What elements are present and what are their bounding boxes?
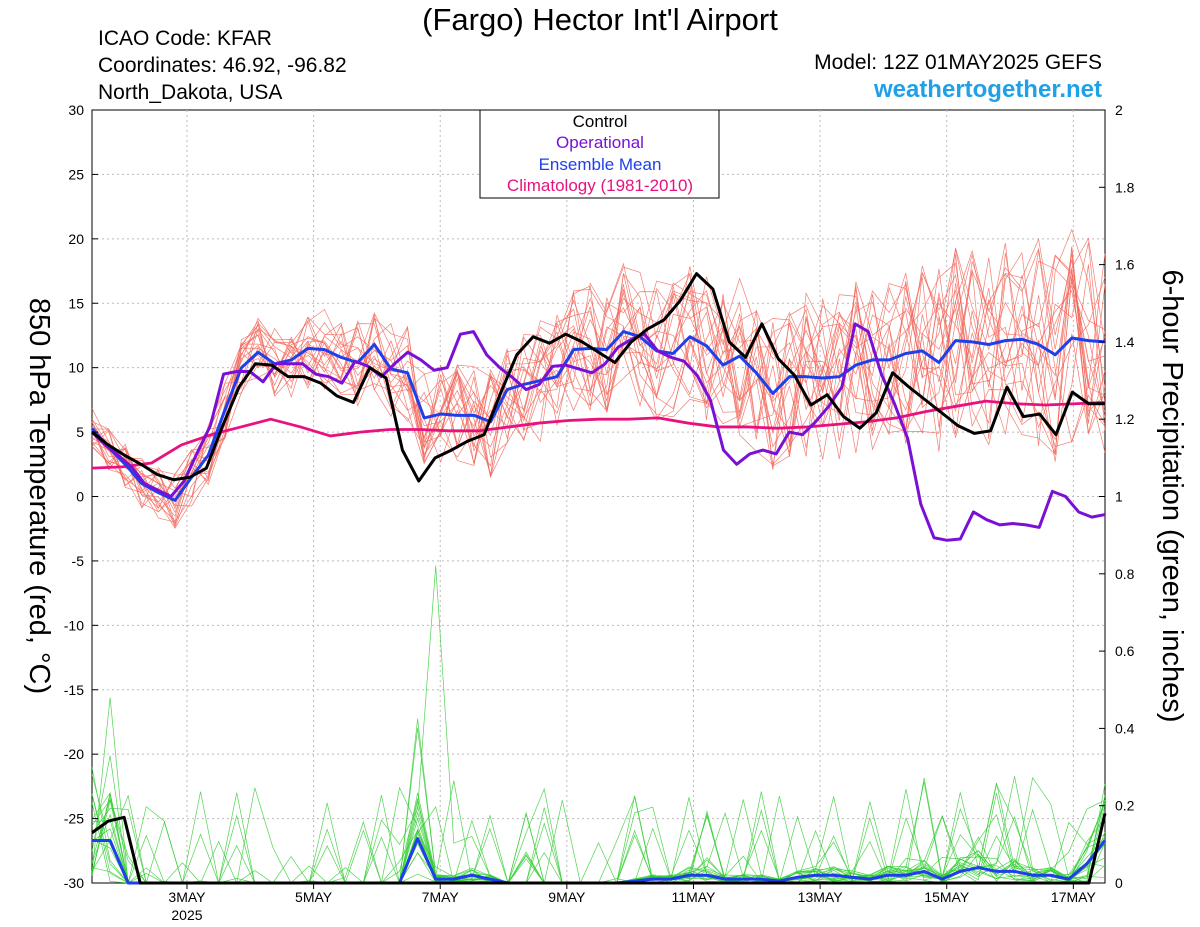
y2-tick-label: 0.6 [1115, 643, 1135, 659]
temp-member-line [91, 249, 1106, 510]
y-tick-label: -10 [64, 617, 84, 633]
ensemble-members [91, 228, 1106, 885]
site-link[interactable]: weathertogether.net [873, 76, 1102, 103]
precip-member-line [91, 728, 1106, 885]
operational-line [90, 322, 1106, 542]
y-tick-label: -15 [64, 682, 84, 698]
control-line-precip [91, 813, 1107, 885]
temp-member-line [91, 254, 1106, 523]
y-tick-label: 20 [68, 231, 84, 247]
climatology-line [91, 399, 1106, 470]
precip-member-line [91, 697, 1106, 884]
coordinates: Coordinates: 46.92, -96.82 [98, 54, 347, 77]
y-tick-label: -30 [64, 875, 84, 891]
x-tick-label: 7MAY [422, 889, 460, 905]
x-tick-label: 13MAY [798, 889, 844, 905]
x-tick-label: 17MAY [1051, 889, 1097, 905]
ensemble-mean-line [90, 330, 1106, 502]
precip-member-line [91, 718, 1106, 884]
axes: 302520151050-5-10-15-20-25-3021.81.61.41… [64, 102, 1135, 923]
temp-member-line [91, 246, 1106, 526]
gridlines [92, 110, 1105, 883]
y2-tick-label: 2 [1115, 102, 1123, 118]
temp-member-line [91, 247, 1106, 522]
y-tick-label: 5 [76, 424, 84, 440]
control-line [91, 272, 1105, 483]
model-run: Model: 12Z 01MAY2025 GEFS [814, 51, 1102, 74]
temp-member-line [91, 228, 1106, 528]
x-tick-label: 15MAY [924, 889, 970, 905]
y-tick-label: 25 [68, 166, 84, 182]
y2-tick-label: 0.8 [1115, 566, 1135, 582]
x-tick-label: 5MAY [295, 889, 333, 905]
y2-axis-label: 6-hour Precipitation (green, inches) [1156, 270, 1188, 723]
y2-tick-label: 1.2 [1115, 411, 1135, 427]
legend-climatology: Climatology (1981-2010) [507, 176, 693, 195]
precip-member-line [91, 787, 1106, 884]
temp-member-line [91, 264, 1106, 529]
y-axis-label: 850 hPa Temperature (red, °C) [23, 298, 55, 694]
y2-tick-label: 1.4 [1115, 334, 1135, 350]
y-tick-label: 10 [68, 360, 84, 376]
icao-code: ICAO Code: KFAR [98, 27, 272, 50]
y2-tick-label: 0.2 [1115, 798, 1135, 814]
y-tick-label: -5 [72, 553, 85, 569]
region: North_Dakota, USA [98, 81, 283, 104]
y-tick-label: -20 [64, 746, 84, 762]
legend-frame [479, 109, 720, 199]
y-tick-label: -25 [64, 811, 84, 827]
temp-member-line [91, 272, 1106, 513]
y2-tick-label: 0.4 [1115, 720, 1135, 736]
x-tick-label: 3MAY [168, 889, 206, 905]
chart-title: (Fargo) Hector Int'l Airport [422, 2, 778, 37]
y2-tick-label: 1.6 [1115, 257, 1135, 273]
main-series [90, 272, 1107, 885]
legend-box: Control Operational Ensemble Mean Climat… [479, 109, 720, 199]
temp-member-line [91, 253, 1106, 482]
legend-control: Control [573, 112, 628, 131]
x-tick-label: 11MAY [672, 889, 716, 905]
temp-member-line [91, 257, 1106, 507]
y-tick-label: 0 [76, 489, 84, 505]
x-tick-sublabel: 2025 [171, 907, 202, 923]
y2-tick-label: 1.8 [1115, 179, 1135, 195]
precip-member-line [91, 794, 1106, 884]
legend-operational: Operational [556, 133, 644, 152]
precip-member-line [91, 755, 1106, 885]
temp-member-line [91, 251, 1106, 527]
y-tick-label: 15 [68, 295, 84, 311]
legend-ensemble-mean: Ensemble Mean [539, 155, 662, 174]
y2-tick-label: 0 [1115, 875, 1123, 891]
temp-member-line [91, 242, 1106, 513]
x-tick-label: 9MAY [548, 889, 586, 905]
y-tick-label: 30 [68, 102, 84, 118]
y2-tick-label: 1 [1115, 489, 1123, 505]
